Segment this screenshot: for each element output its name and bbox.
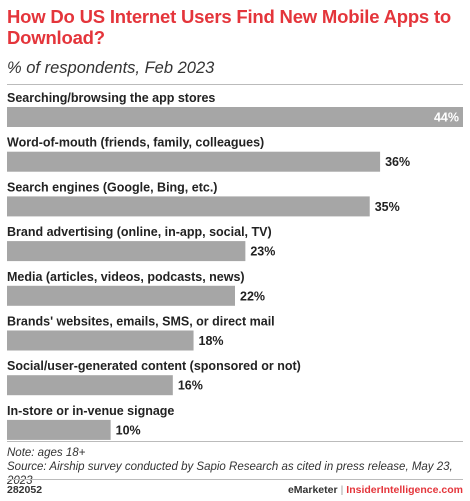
bar: [7, 151, 381, 172]
chart-source: Source: Airship survey conducted by Sapi…: [7, 461, 453, 487]
value-label: 18%: [199, 334, 224, 348]
category-label: Brands' websites, emails, SMS, or direct…: [7, 315, 275, 329]
bar: [7, 107, 463, 127]
brand-separator: |: [340, 484, 344, 496]
value-label: 36%: [385, 155, 410, 169]
chart-note: Note: ages 18+: [7, 447, 86, 459]
chart-subtitle: % of respondents, Feb 2023: [7, 59, 215, 77]
chart-id: 282052: [7, 484, 43, 496]
value-label: 10%: [116, 423, 141, 437]
bar: [7, 375, 173, 396]
bottom-divider: [7, 479, 463, 480]
category-label: Media (articles, videos, podcasts, news): [7, 270, 245, 284]
bar: [7, 419, 111, 440]
bar: [7, 196, 370, 217]
footer-divider: [7, 441, 463, 442]
category-label: Brand advertising (online, in-app, socia…: [7, 225, 272, 239]
brand-credit: eMarketer | InsiderIntelligence.com: [288, 484, 463, 496]
top-divider: [7, 84, 463, 85]
value-label: 22%: [240, 289, 265, 303]
bar: [7, 330, 194, 351]
bar: [7, 241, 246, 262]
value-label: 23%: [250, 245, 275, 259]
category-label: Word-of-mouth (friends, family, colleagu…: [7, 136, 264, 150]
category-label: Searching/browsing the app stores: [7, 91, 215, 105]
brand-site: InsiderIntelligence.com: [346, 484, 463, 496]
category-label: In-store or in-venue signage: [7, 404, 174, 418]
category-label: Social/user-generated content (sponsored…: [7, 359, 301, 373]
value-label: 44%: [434, 111, 459, 125]
value-label: 35%: [375, 200, 400, 214]
bar: [7, 285, 235, 306]
brand-name: eMarketer: [287, 484, 338, 496]
chart-title: How Do US Internet Users Find New Mobile…: [7, 6, 452, 48]
category-label: Search engines (Google, Bing, etc.): [7, 180, 217, 194]
value-label: 16%: [178, 379, 203, 393]
